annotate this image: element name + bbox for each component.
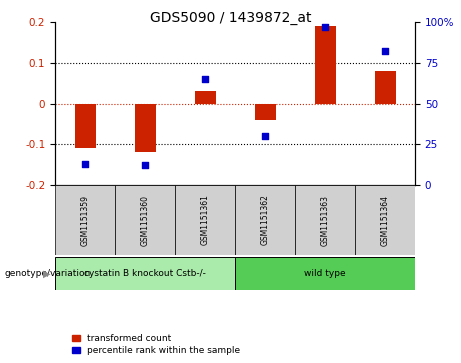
Point [81, 161, 89, 167]
Point [201, 76, 209, 82]
Text: GSM1151362: GSM1151362 [260, 195, 270, 245]
Point [261, 133, 269, 139]
Bar [314, 26, 336, 103]
Bar [254, 103, 276, 120]
Text: wild type: wild type [304, 269, 346, 278]
Bar [295, 185, 355, 255]
Text: cystatin B knockout Cstb-/-: cystatin B knockout Cstb-/- [84, 269, 206, 278]
Bar [175, 185, 235, 255]
Legend: transformed count, percentile rank within the sample: transformed count, percentile rank withi… [69, 331, 243, 359]
Bar [115, 185, 175, 255]
Bar [374, 71, 396, 103]
Bar [355, 185, 415, 255]
Text: GSM1151360: GSM1151360 [141, 195, 149, 245]
Bar [195, 91, 215, 103]
Bar [235, 185, 295, 255]
Text: GSM1151364: GSM1151364 [380, 195, 390, 245]
Text: GDS5090 / 1439872_at: GDS5090 / 1439872_at [150, 11, 311, 25]
Text: GSM1151361: GSM1151361 [201, 195, 209, 245]
Bar [75, 103, 95, 148]
Text: ▶: ▶ [43, 269, 50, 278]
Bar [235, 257, 415, 290]
Bar [55, 257, 235, 290]
Point [381, 48, 389, 54]
Point [321, 24, 329, 30]
Text: genotype/variation: genotype/variation [5, 269, 91, 278]
Text: GSM1151363: GSM1151363 [320, 195, 330, 245]
Point [142, 163, 149, 168]
Bar [135, 103, 155, 152]
Text: GSM1151359: GSM1151359 [81, 195, 89, 245]
Bar [55, 185, 115, 255]
